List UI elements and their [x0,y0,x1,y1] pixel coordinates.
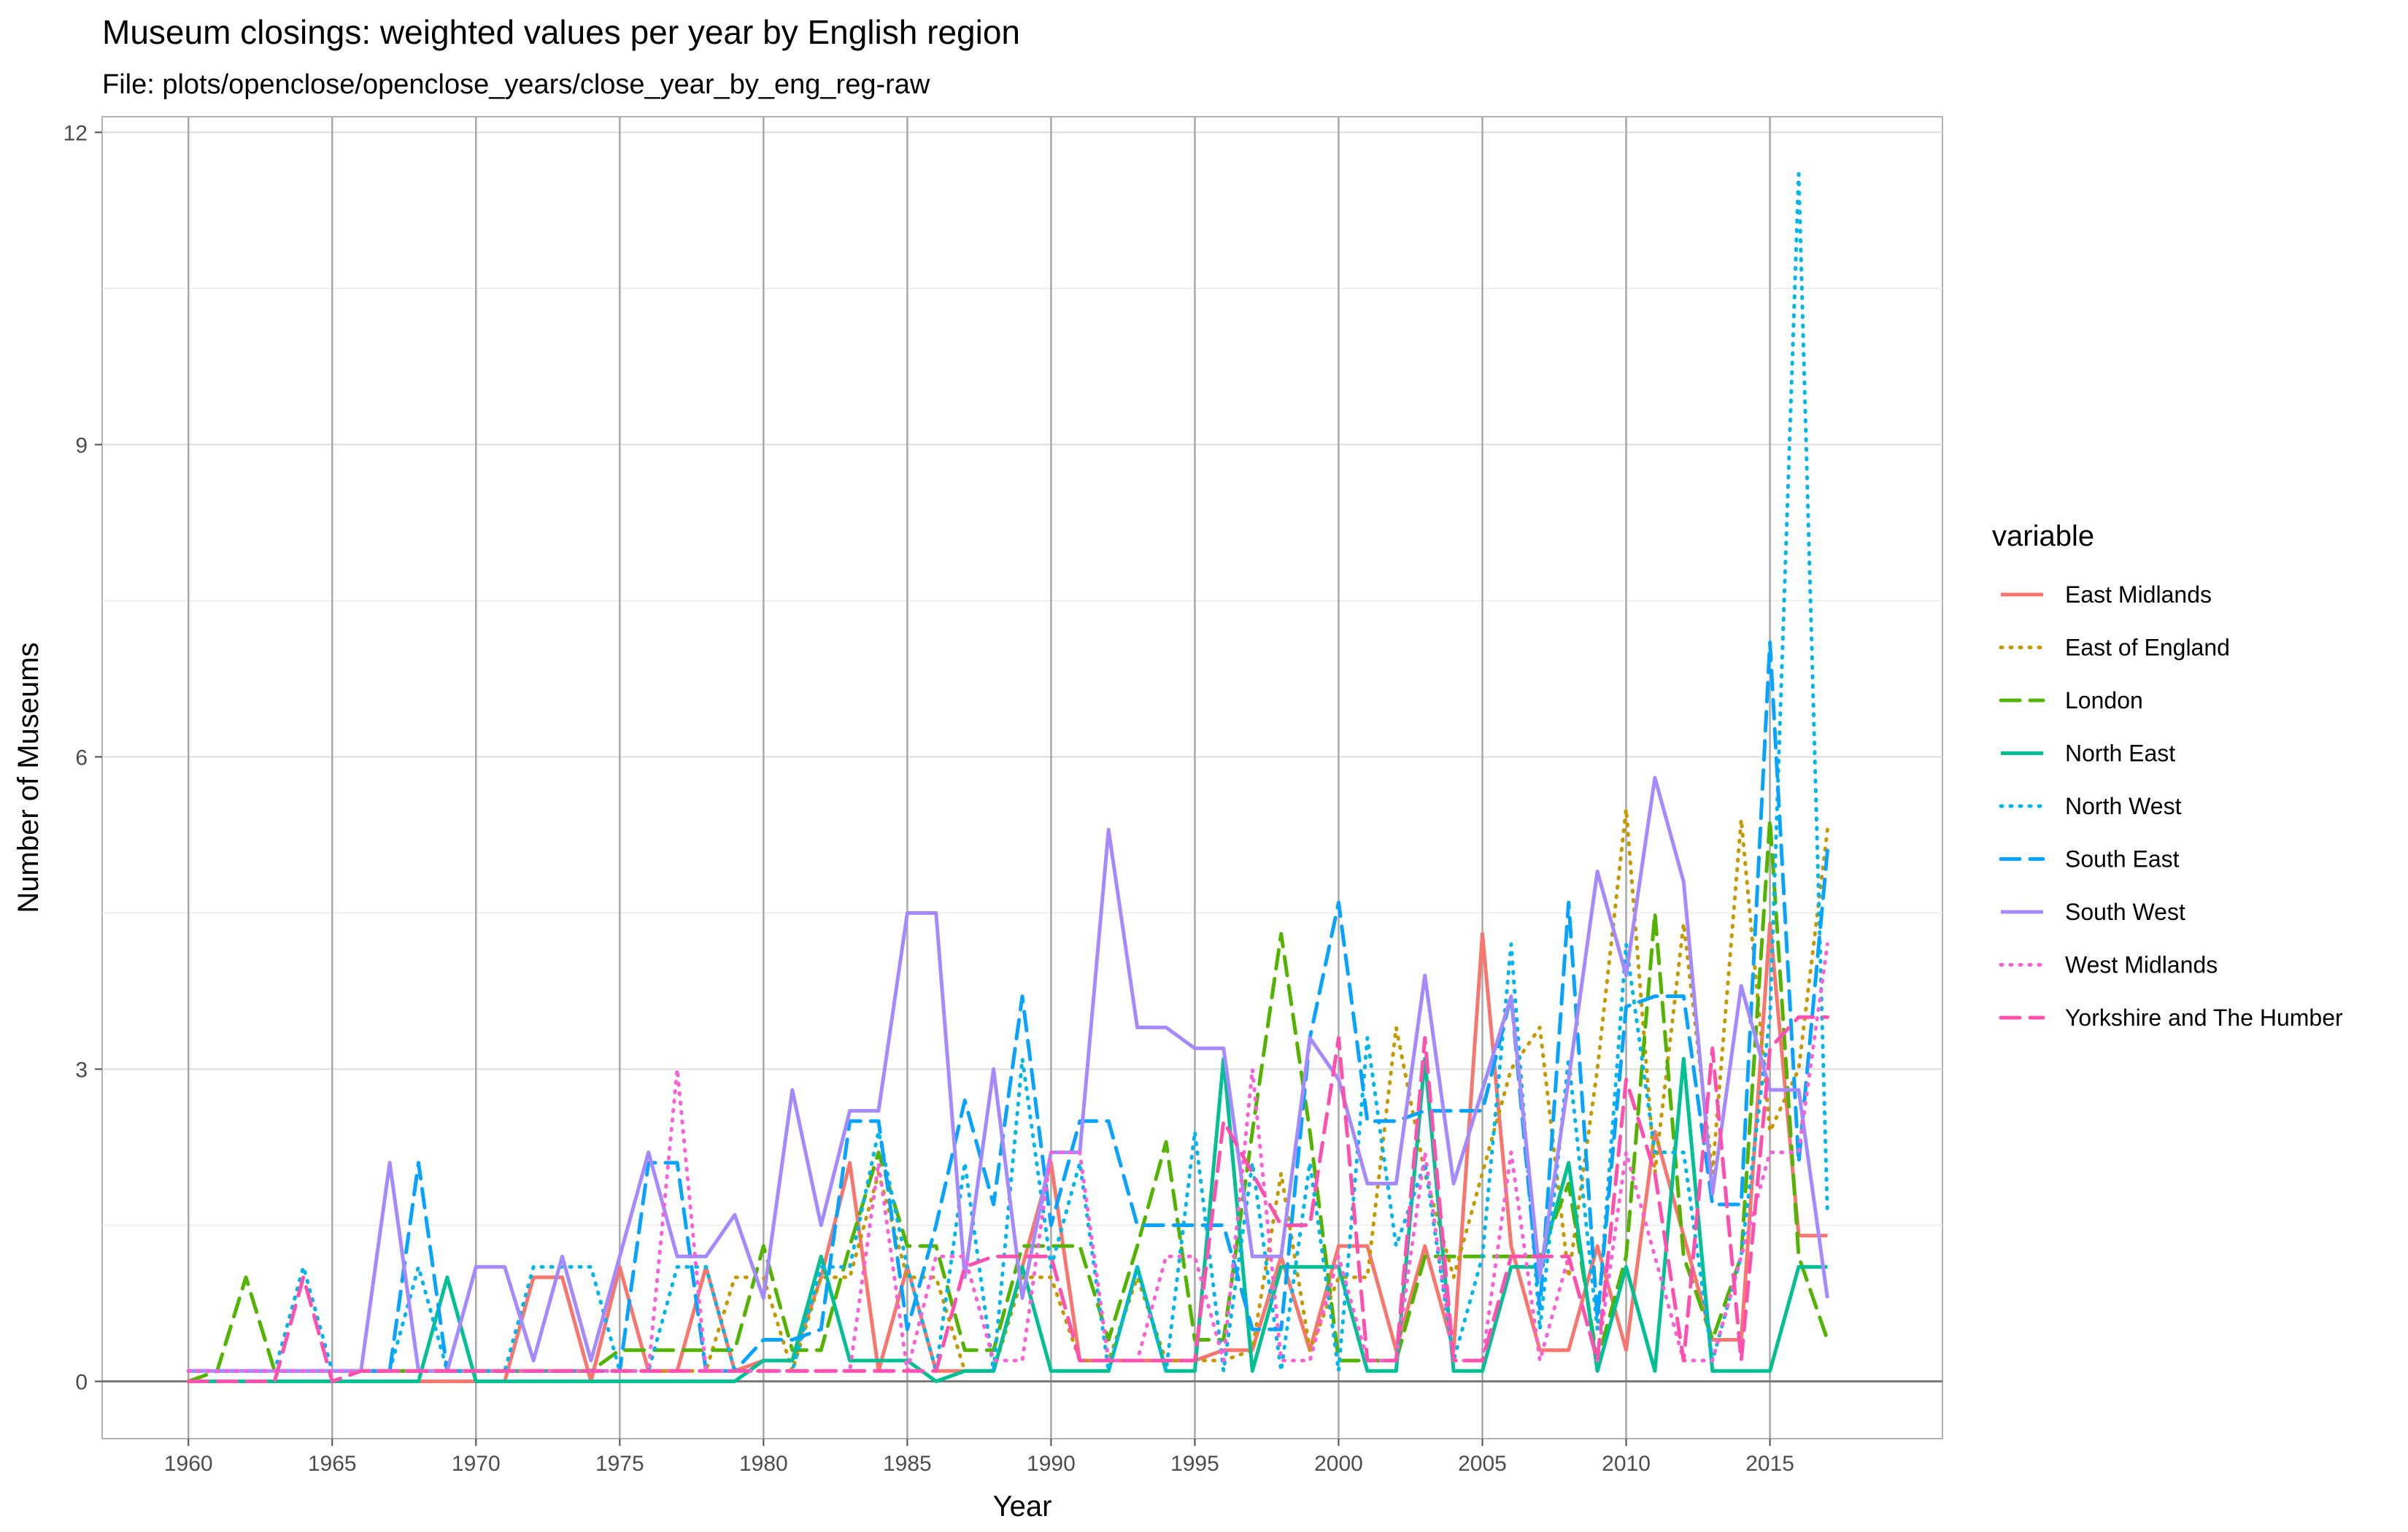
series-line-north-west [186,172,1829,1373]
y-axis-title: Number of Museums [12,642,45,913]
x-tick-label: 1965 [308,1452,357,1476]
legend-label-north-west: North West [2065,793,2182,819]
series-line-west-midlands [186,942,1829,1373]
major-gridlines [102,117,1942,1439]
panel-border [101,116,1943,1439]
series-line-north-east [188,1056,1828,1383]
legend-label-south-east: South East [2065,846,2180,873]
plot-panel [101,116,1943,1439]
legend-label-north-east: North East [2065,740,2175,767]
chart-subtitle: File: plots/openclose/openclose_years/cl… [102,69,930,100]
series-lines [186,172,1829,1383]
x-tick-label: 1960 [164,1452,213,1476]
x-tick-label: 1980 [739,1452,788,1476]
legend-label-east-midlands: East Midlands [2065,581,2212,608]
x-tick-label: 1990 [1027,1452,1076,1476]
x-axis-title: Year [993,1490,1052,1523]
y-tick-label: 6 [75,746,88,770]
legend: variable East Midlands East of England Lon… [1992,520,2343,1031]
y-axis: 0 3 6 9 12 [63,121,102,1395]
series-line-yorkshire-and-the-humber [186,1015,1829,1383]
legend-label-east-of-england: East of England [2065,635,2230,661]
legend-label-yorkshire-and-the-humber: Yorkshire and The Humber [2065,1005,2343,1031]
y-tick-label: 9 [75,433,88,457]
x-tick-label: 2005 [1458,1452,1507,1476]
x-tick-label: 1985 [883,1452,932,1476]
x-tick-label: 2015 [1745,1452,1794,1476]
legend-label-west-midlands: West Midlands [2065,952,2218,978]
legend-items: East Midlands East of England London North … [1999,581,2343,1031]
series-line-south-west [188,775,1829,1373]
legend-title: variable [1992,520,2094,552]
y-tick-label: 3 [75,1058,88,1082]
y-tick-label: 0 [75,1371,88,1395]
x-tick-label: 2010 [1602,1452,1651,1476]
x-tick-label: 1995 [1170,1452,1219,1476]
series-line-south-east [186,641,1829,1373]
x-tick-label: 2000 [1314,1452,1363,1476]
legend-label-london: London [2065,687,2143,713]
x-axis: 1960 1965 1970 1975 1980 1985 1990 1995 2000 2005… [164,1439,1794,1476]
legend-label-south-west: South West [2065,899,2185,925]
y-tick-label: 12 [63,121,88,145]
chart-title: Museum closings: weighted values per yea… [102,13,1020,51]
x-tick-label: 1975 [595,1452,644,1476]
x-tick-label: 1970 [452,1452,501,1476]
